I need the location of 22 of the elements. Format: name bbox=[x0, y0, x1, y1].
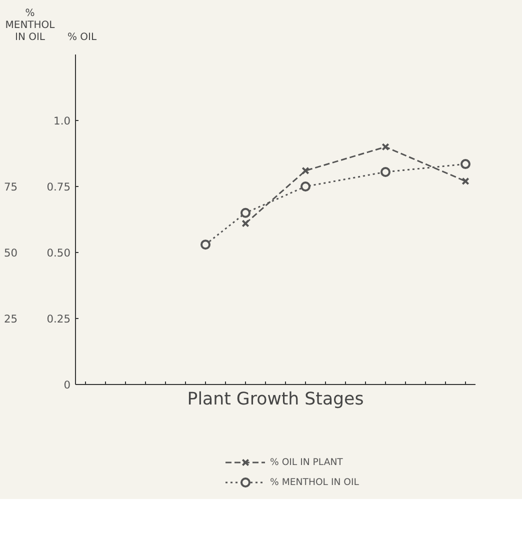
point bbox=[240, 208, 250, 218]
legend-label: % MENTHOL IN OIL bbox=[270, 476, 359, 488]
y2-axis-title: % MENTHOL IN OIL bbox=[4, 8, 56, 44]
legend-label: % OIL IN PLANT bbox=[270, 456, 343, 468]
y2-tick-label: 75 bbox=[4, 180, 18, 194]
point bbox=[462, 177, 470, 186]
point bbox=[380, 166, 390, 177]
y-axis-title: % OIL bbox=[66, 32, 98, 44]
point bbox=[460, 159, 470, 170]
point bbox=[200, 240, 210, 250]
point bbox=[382, 143, 390, 151]
y2-tick-label: 50 bbox=[4, 246, 18, 260]
y-tick-label: 0.25 bbox=[46, 312, 71, 326]
point bbox=[242, 220, 250, 228]
y2-tick-label: 25 bbox=[4, 312, 18, 326]
x-axis-title: Plant Growth Stages bbox=[187, 390, 364, 410]
y-tick-label: 1.0 bbox=[54, 114, 71, 128]
y-tick-label: 0 bbox=[64, 378, 71, 392]
point bbox=[302, 166, 310, 174]
y-tick-label: 0.75 bbox=[46, 180, 71, 194]
y-tick-label: 0.50 bbox=[46, 246, 71, 260]
point bbox=[300, 182, 310, 192]
